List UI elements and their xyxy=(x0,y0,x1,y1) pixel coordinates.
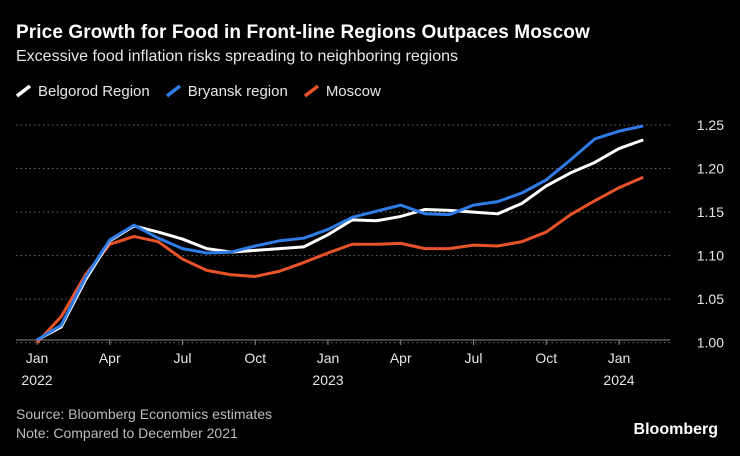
series-lines xyxy=(35,124,644,344)
legend-swatch-belgorod xyxy=(16,84,32,98)
legend-label-bryansk: Bryansk region xyxy=(187,82,288,100)
x-tick-label: Jan xyxy=(26,350,49,366)
x-tick-label: Jul xyxy=(465,350,483,366)
y-tick-label: 1.00 xyxy=(697,335,724,351)
y-tick-label: 1.25 xyxy=(697,117,724,133)
x-tick-year-label: 2024 xyxy=(603,372,634,388)
chart-title: Price Growth for Food in Front-line Regi… xyxy=(16,22,590,43)
x-tick-label: Jan xyxy=(317,350,340,366)
comparison-note: Note: Compared to December 2021 xyxy=(16,425,238,441)
x-axis: Jan 2022 Apr Jul Oct Jan 2023 Apr Jul Oct Jan 2024 xyxy=(16,339,670,388)
x-tick-label: Oct xyxy=(535,350,557,366)
x-tick-label: Jan xyxy=(608,350,631,366)
x-tick-year-label: 2023 xyxy=(312,372,343,388)
x-tick-label: Apr xyxy=(99,350,121,366)
chart-legend: Belgorod Region Bryansk region Moscow xyxy=(16,80,397,102)
gridlines xyxy=(16,124,670,344)
series-line-moscow xyxy=(35,175,644,344)
y-tick-label: 1.05 xyxy=(697,291,724,307)
x-tick-year-label: 2022 xyxy=(21,372,52,388)
x-tick-label: Jul xyxy=(174,350,192,366)
legend-label-moscow: Moscow xyxy=(325,82,381,100)
chart-footer: Source: Bloomberg Economics estimates No… xyxy=(16,405,272,443)
y-tick-label: 1.10 xyxy=(697,248,724,264)
legend-label-belgorod: Belgorod Region xyxy=(38,82,150,100)
legend-swatch-bryansk xyxy=(165,84,181,98)
y-axis-ticks: 1.00 1.05 1.10 1.15 1.20 1.25 xyxy=(697,117,724,351)
legend-item-moscow: Moscow xyxy=(303,82,381,100)
legend-swatch-moscow xyxy=(303,84,319,98)
series-line-bryansk xyxy=(36,124,644,342)
y-tick-label: 1.20 xyxy=(697,161,724,177)
legend-item-bryansk: Bryansk region xyxy=(165,82,288,100)
chart-subtitle: Excessive food inflation risks spreading… xyxy=(16,48,459,65)
x-tick-label: Oct xyxy=(244,350,266,366)
bloomberg-logo: Bloomberg xyxy=(633,421,718,438)
source-note: Source: Bloomberg Economics estimates xyxy=(16,406,272,422)
legend-item-belgorod: Belgorod Region xyxy=(16,83,150,100)
y-tick-label: 1.15 xyxy=(697,204,724,220)
x-tick-label: Apr xyxy=(390,350,412,366)
